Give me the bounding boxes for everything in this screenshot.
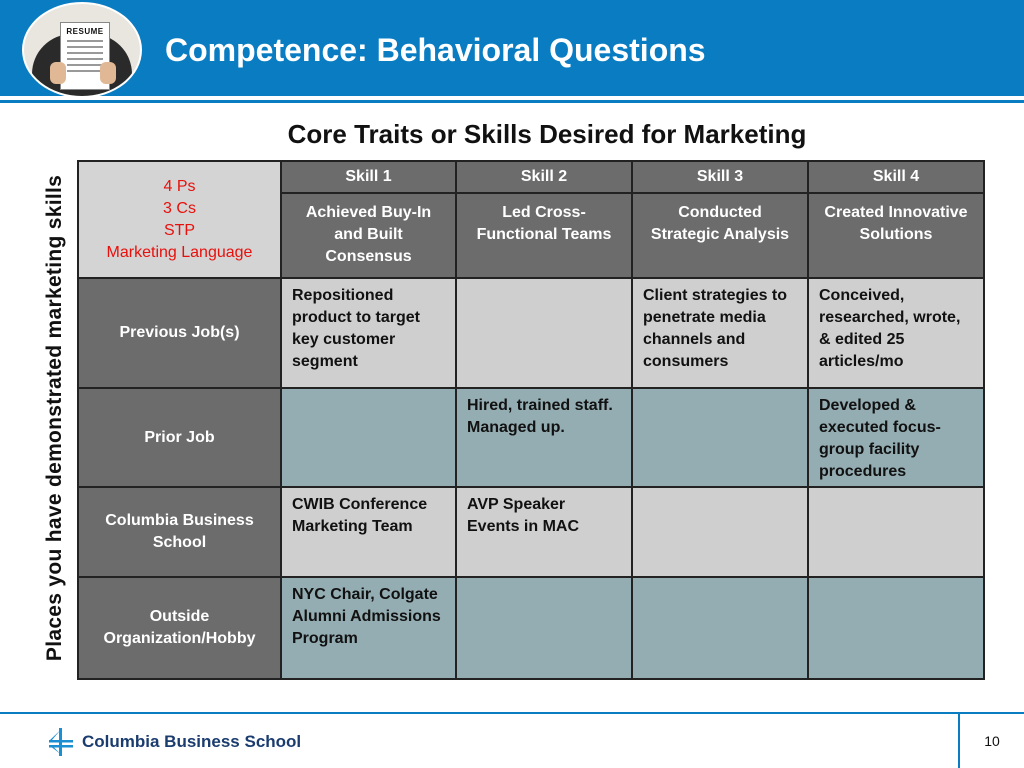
corner-cell: 4 Ps 3 Cs STP Marketing Language xyxy=(77,160,282,279)
table-cell xyxy=(631,486,809,578)
table-cell: AVP Speaker Events in MAC xyxy=(455,486,633,578)
side-label: Places you have demonstrated marketing s… xyxy=(43,174,66,662)
logo-text: Columbia Business School xyxy=(82,732,302,751)
skill-description: Created Innovative Solutions xyxy=(807,192,985,279)
corner-line: STP xyxy=(163,221,196,239)
slide-title: Competence: Behavioral Questions xyxy=(165,32,706,68)
page-number: 10 xyxy=(984,733,1000,749)
table-cell: Hired, trained staff. Managed up. xyxy=(455,387,633,488)
right-hand xyxy=(100,62,116,84)
header-rule xyxy=(0,100,1024,103)
table-cell: Conceived, researched, wrote, & edited 2… xyxy=(807,277,985,389)
row-header: Outside Organization/Hobby xyxy=(77,576,282,680)
skill-description: Led Cross-Functional Teams xyxy=(455,192,633,279)
table-cell xyxy=(455,277,633,389)
table-cell xyxy=(631,576,809,680)
table-cell xyxy=(280,387,457,488)
table-row: Outside Organization/Hobby NYC Chair, Co… xyxy=(77,576,985,680)
skills-header-row: 4 Ps 3 Cs STP Marketing Language Skill 1… xyxy=(77,160,985,279)
columbia-crown-logo-icon xyxy=(49,728,73,756)
table-row: Previous Job(s) Repositioned product to … xyxy=(77,277,985,389)
table-cell: Repositioned product to target key custo… xyxy=(280,277,457,389)
row-header: Prior Job xyxy=(77,387,282,488)
table-cell xyxy=(455,576,633,680)
skill-header: Skill 2 xyxy=(455,160,633,194)
corner-line: Marketing Language xyxy=(106,243,253,261)
table-cell xyxy=(807,486,985,578)
corner-line: 4 Ps xyxy=(163,177,196,195)
skill-header: Skill 3 xyxy=(631,160,809,194)
table-row: Columbia Business School CWIB Conference… xyxy=(77,486,985,578)
left-hand xyxy=(50,62,66,84)
row-header: Previous Job(s) xyxy=(77,277,282,389)
header-bar xyxy=(0,0,1024,96)
footer-rule xyxy=(0,712,1024,714)
skill-header: Skill 1 xyxy=(280,160,457,194)
skill-description: Achieved Buy-In and Built Consensus xyxy=(280,192,457,279)
corner-line: 3 Cs xyxy=(163,199,196,217)
slide-subtitle: Core Traits or Skills Desired for Market… xyxy=(287,119,807,149)
table-cell: Developed & executed focus-group facilit… xyxy=(807,387,985,488)
skills-description-row: Achieved Buy-In and Built Consensus Led … xyxy=(78,192,985,279)
table-row: Prior Job Hired, trained staff. Managed … xyxy=(77,387,985,488)
footer-divider xyxy=(958,714,960,768)
row-header: Columbia Business School xyxy=(77,486,282,578)
table-cell: NYC Chair, Colgate Alumni Admissions Pro… xyxy=(280,576,457,680)
table-cell xyxy=(631,387,809,488)
skills-table: 4 Ps 3 Cs STP Marketing Language Skill 1… xyxy=(77,160,985,680)
skill-header: Skill 4 xyxy=(807,160,985,194)
resume-photo: RESUME xyxy=(22,2,142,98)
resume-sign-text: RESUME xyxy=(66,27,104,36)
columbia-logo: Columbia Business School xyxy=(46,726,301,758)
table-cell: CWIB Conference Marketing Team xyxy=(280,486,457,578)
table-cell: Client strategies to penetrate media cha… xyxy=(631,277,809,389)
table-cell xyxy=(807,576,985,680)
skill-description: Conducted Strategic Analysis xyxy=(631,192,809,279)
